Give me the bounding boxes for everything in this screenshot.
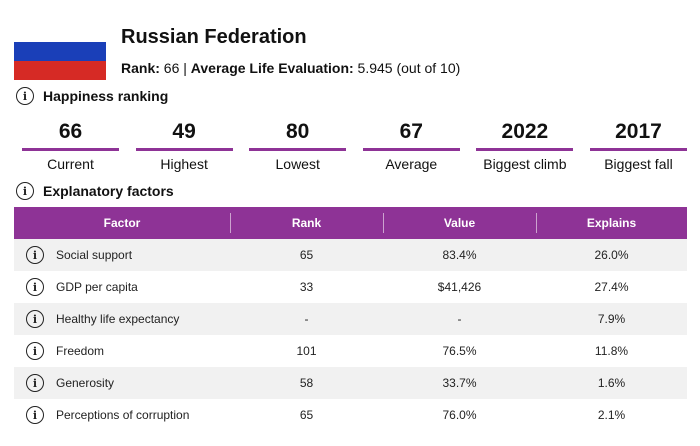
info-icon[interactable]: i <box>16 182 34 200</box>
rank-label: Rank: <box>121 60 160 76</box>
stat-divider <box>135 148 233 151</box>
factor-cell: i Perceptions of corruption <box>14 406 230 424</box>
factor-name: GDP per capita <box>56 280 138 294</box>
factor-cell: i Social support <box>14 246 230 264</box>
explanatory-factors-title: Explanatory factors <box>43 183 174 199</box>
factor-name: Social support <box>56 248 133 262</box>
rank-cell: 65 <box>299 408 314 422</box>
info-icon[interactable]: i <box>26 406 44 424</box>
column-header-rank: Rank <box>230 207 383 239</box>
factors-table: Factor Rank Value Explains i Social supp… <box>14 207 687 431</box>
column-header-explains: Explains <box>536 207 687 239</box>
info-icon[interactable]: i <box>26 374 44 392</box>
stat-divider <box>362 148 460 151</box>
stat-divider <box>589 148 687 151</box>
stat-label: Lowest <box>275 156 320 172</box>
table-row: i Freedom 101 76.5% 11.8% <box>14 335 687 367</box>
value-cell: - <box>457 312 462 326</box>
stat-label: Average <box>385 156 438 172</box>
table-body: i Social support 65 83.4% 26.0% i GDP pe… <box>14 239 687 431</box>
rank-summary: Rank: 66 | Average Life Evaluation: 5.94… <box>121 60 460 76</box>
stat-biggest-fall: 2017 Biggest fall <box>589 118 687 172</box>
table-row: i Social support 65 83.4% 26.0% <box>14 239 687 271</box>
explanatory-factors-header: i Explanatory factors <box>16 182 174 200</box>
column-header-factor: Factor <box>103 216 141 230</box>
rank-cell: 58 <box>299 376 314 390</box>
country-title: Russian Federation <box>121 26 307 48</box>
factor-cell: i GDP per capita <box>14 278 230 296</box>
factor-name: Perceptions of corruption <box>56 408 190 422</box>
info-icon[interactable]: i <box>26 310 44 328</box>
stat-label: Biggest fall <box>604 156 673 172</box>
happiness-ranking-title: Happiness ranking <box>43 88 169 104</box>
info-icon[interactable]: i <box>16 87 34 105</box>
value-cell: 76.5% <box>442 344 477 358</box>
stat-value: 2022 <box>501 120 549 143</box>
stat-label: Biggest climb <box>483 156 567 172</box>
stat-divider <box>249 148 347 151</box>
stat-biggest-climb: 2022 Biggest climb <box>476 118 574 172</box>
explains-cell: 7.9% <box>597 312 626 326</box>
separator: | <box>183 60 187 76</box>
stat-lowest: 80 Lowest <box>249 118 347 172</box>
stat-current: 66 Current <box>22 118 119 172</box>
stat-value: 49 <box>172 120 196 143</box>
ale-label: Average Life Evaluation: <box>190 60 354 76</box>
stat-divider <box>476 148 574 151</box>
explains-cell: 1.6% <box>597 376 626 390</box>
rank-cell: - <box>304 312 309 326</box>
table-row: i GDP per capita 33 $41,426 27.4% <box>14 271 687 303</box>
rank-cell: 33 <box>299 280 314 294</box>
value-cell: 83.4% <box>442 248 477 262</box>
stat-label: Current <box>47 156 94 172</box>
info-icon[interactable]: i <box>26 342 44 360</box>
rank-cell: 101 <box>296 344 317 358</box>
ranking-stats: 66 Current 49 Highest 80 Lowest 67 Avera… <box>22 118 687 172</box>
value-cell: $41,426 <box>437 280 482 294</box>
stat-highest: 49 Highest <box>135 118 233 172</box>
table-row: i Perceptions of corruption 65 76.0% 2.1… <box>14 399 687 431</box>
stat-average: 67 Average <box>362 118 460 172</box>
table-row: i Healthy life expectancy - - 7.9% <box>14 303 687 335</box>
explains-cell: 27.4% <box>594 280 629 294</box>
explains-cell: 2.1% <box>597 408 626 422</box>
factor-name: Generosity <box>56 376 115 390</box>
russia-flag-icon <box>14 23 106 80</box>
rank-cell: 65 <box>299 248 314 262</box>
stat-divider <box>22 148 119 151</box>
stat-value: 67 <box>399 120 423 143</box>
stat-value: 80 <box>286 120 310 143</box>
value-cell: 76.0% <box>442 408 477 422</box>
factor-name: Healthy life expectancy <box>56 312 180 326</box>
explains-cell: 11.8% <box>594 344 629 358</box>
factor-name: Freedom <box>56 344 105 358</box>
happiness-ranking-header: i Happiness ranking <box>16 87 168 105</box>
factor-cell: i Healthy life expectancy <box>14 310 230 328</box>
table-header: Factor Rank Value Explains <box>14 207 687 239</box>
column-header-value: Value <box>383 207 536 239</box>
stat-value: 66 <box>58 120 83 143</box>
value-cell: 33.7% <box>442 376 477 390</box>
ale-value: 5.945 (out of 10) <box>357 60 461 76</box>
stat-label: Highest <box>160 156 208 172</box>
info-icon[interactable]: i <box>26 278 44 296</box>
factor-cell: i Generosity <box>14 374 230 392</box>
stat-value: 2017 <box>615 120 662 143</box>
factor-cell: i Freedom <box>14 342 230 360</box>
explains-cell: 26.0% <box>594 248 629 262</box>
table-row: i Generosity 58 33.7% 1.6% <box>14 367 687 399</box>
rank-value: 66 <box>163 60 180 76</box>
info-icon[interactable]: i <box>26 246 44 264</box>
